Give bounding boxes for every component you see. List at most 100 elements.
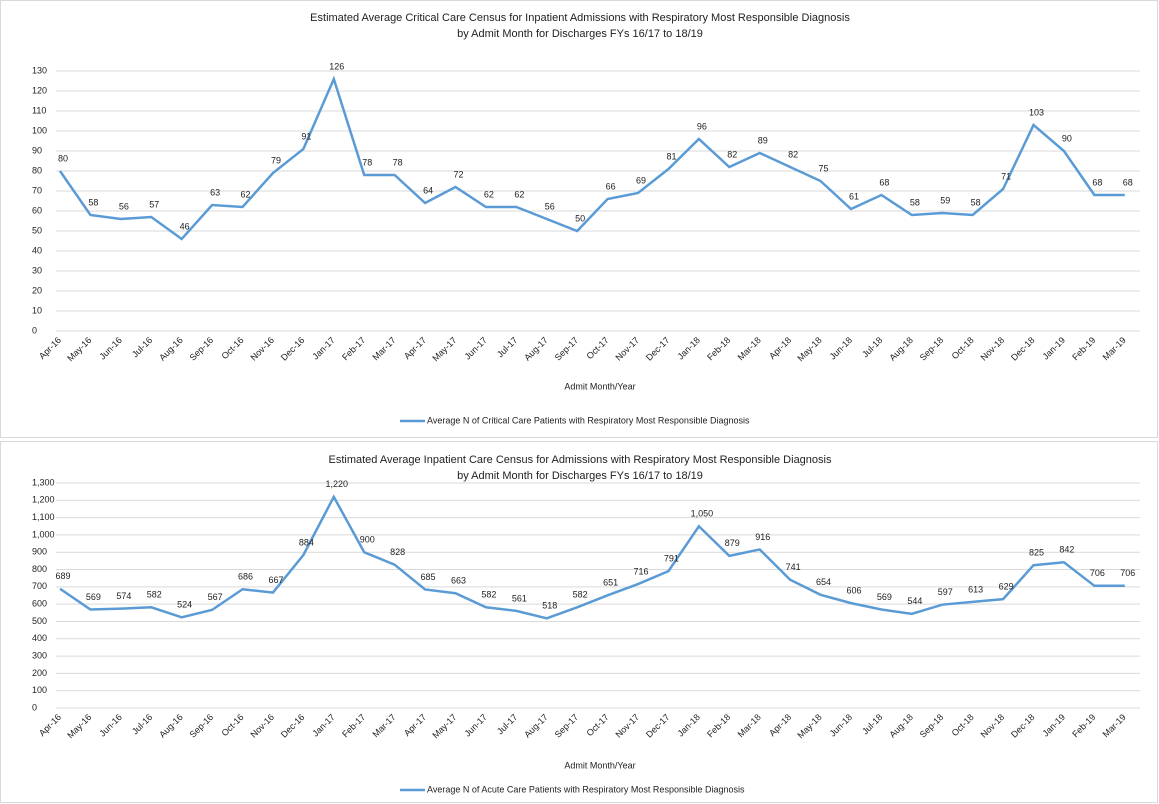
data-label: 884 xyxy=(299,537,314,547)
y-tick-label: 800 xyxy=(32,564,47,574)
x-tick-label: Sep-18 xyxy=(918,335,946,363)
data-label: 569 xyxy=(877,592,892,602)
y-tick-label: 130 xyxy=(32,65,47,75)
x-tick-label: Apr-17 xyxy=(402,712,428,738)
x-tick-label: Jun-17 xyxy=(462,335,489,362)
x-tick-label: Jan-19 xyxy=(1040,712,1067,739)
x-tick-label: Dec-16 xyxy=(279,335,307,363)
x-tick-label: Jun-16 xyxy=(97,712,124,739)
data-label: 75 xyxy=(819,163,829,173)
y-tick-label: 30 xyxy=(32,265,42,275)
data-label: 89 xyxy=(758,135,768,145)
x-tick-label: Feb-19 xyxy=(1070,335,1097,362)
y-tick-label: 10 xyxy=(32,305,42,315)
data-label: 58 xyxy=(910,197,920,207)
data-label: 126 xyxy=(329,61,344,71)
data-label: 82 xyxy=(727,149,737,159)
y-tick-label: 70 xyxy=(32,185,42,195)
x-tick-label: Jul-16 xyxy=(130,712,154,736)
y-tick-label: 20 xyxy=(32,285,42,295)
data-label: 58 xyxy=(88,197,98,207)
x-tick-label: Aug-18 xyxy=(887,335,915,363)
data-label: 56 xyxy=(545,201,555,211)
data-label: 46 xyxy=(180,221,190,231)
data-label: 741 xyxy=(786,562,801,572)
x-tick-label: May-17 xyxy=(430,712,458,740)
x-tick-label: Mar-19 xyxy=(1101,335,1128,362)
data-label: 64 xyxy=(423,185,433,195)
y-tick-label: 90 xyxy=(32,145,42,155)
data-label: 68 xyxy=(1092,177,1102,187)
data-label: 56 xyxy=(119,201,129,211)
x-tick-label: Sep-16 xyxy=(188,335,216,363)
data-label: 68 xyxy=(1123,177,1133,187)
x-tick-label: Jul-16 xyxy=(130,335,154,359)
data-label: 518 xyxy=(542,601,557,611)
x-tick-label: Apr-18 xyxy=(767,335,793,361)
x-tick-label: Sep-16 xyxy=(188,712,216,740)
x-tick-label: Aug-17 xyxy=(522,335,550,363)
data-label: 582 xyxy=(481,590,496,600)
data-label: 561 xyxy=(512,593,527,603)
x-tick-label: Dec-17 xyxy=(644,335,672,363)
data-label: 654 xyxy=(816,577,831,587)
data-label: 606 xyxy=(846,585,861,595)
data-label: 706 xyxy=(1090,568,1105,578)
x-tick-label: Oct-16 xyxy=(219,712,245,738)
x-tick-label: Aug-18 xyxy=(887,712,915,740)
data-label: 791 xyxy=(664,553,679,563)
data-label: 651 xyxy=(603,578,618,588)
x-tick-label: Dec-16 xyxy=(279,712,307,740)
data-label: 524 xyxy=(177,600,192,610)
x-tick-label: Jun-16 xyxy=(97,335,124,362)
data-label: 574 xyxy=(116,591,131,601)
data-label: 62 xyxy=(241,189,251,199)
y-tick-label: 0 xyxy=(32,325,37,335)
x-tick-label: Jul-18 xyxy=(860,335,884,359)
data-label: 63 xyxy=(210,187,220,197)
x-tick-label: Mar-19 xyxy=(1101,712,1128,739)
data-label: 879 xyxy=(725,538,740,548)
y-tick-label: 50 xyxy=(32,225,42,235)
x-tick-label: Apr-17 xyxy=(402,335,428,361)
y-tick-label: 500 xyxy=(32,616,47,626)
y-tick-label: 100 xyxy=(32,125,47,135)
data-label: 900 xyxy=(360,535,375,545)
x-tick-label: Jan-18 xyxy=(675,335,702,362)
x-tick-label: Nov-18 xyxy=(979,712,1007,740)
data-label: 597 xyxy=(938,587,953,597)
data-label: 825 xyxy=(1029,548,1044,558)
chart-frame xyxy=(0,441,1158,803)
x-tick-label: Jun-17 xyxy=(462,712,489,739)
data-label: 69 xyxy=(636,175,646,185)
x-tick-label: Mar-17 xyxy=(371,712,398,739)
data-label: 842 xyxy=(1059,545,1074,555)
x-tick-label: Dec-18 xyxy=(1009,712,1037,740)
data-label: 629 xyxy=(999,582,1014,592)
x-tick-label: Feb-18 xyxy=(705,712,732,739)
data-label: 78 xyxy=(393,157,403,167)
x-tick-label: Jun-18 xyxy=(828,712,855,739)
data-label: 59 xyxy=(940,195,950,205)
x-tick-label: Apr-18 xyxy=(767,712,793,738)
data-label: 71 xyxy=(1001,171,1011,181)
data-label: 58 xyxy=(971,197,981,207)
data-label: 567 xyxy=(208,592,223,602)
data-label: 828 xyxy=(390,547,405,557)
y-tick-label: 600 xyxy=(32,599,47,609)
y-tick-label: 900 xyxy=(32,547,47,557)
legend-label: Average N of Acute Care Patients with Re… xyxy=(427,784,745,794)
x-tick-label: Feb-17 xyxy=(340,335,367,362)
y-tick-label: 110 xyxy=(32,105,46,115)
x-tick-label: Aug-17 xyxy=(522,712,550,740)
y-tick-label: 1,300 xyxy=(32,477,55,487)
data-label: 79 xyxy=(271,155,281,165)
x-tick-label: Apr-16 xyxy=(37,335,63,361)
x-tick-label: Jun-18 xyxy=(828,335,855,362)
x-tick-label: Oct-18 xyxy=(950,335,976,361)
y-tick-label: 120 xyxy=(32,85,47,95)
data-label: 80 xyxy=(58,153,68,163)
x-tick-label: Apr-16 xyxy=(37,712,63,738)
data-label: 569 xyxy=(86,592,101,602)
x-tick-label: Mar-18 xyxy=(736,712,763,739)
